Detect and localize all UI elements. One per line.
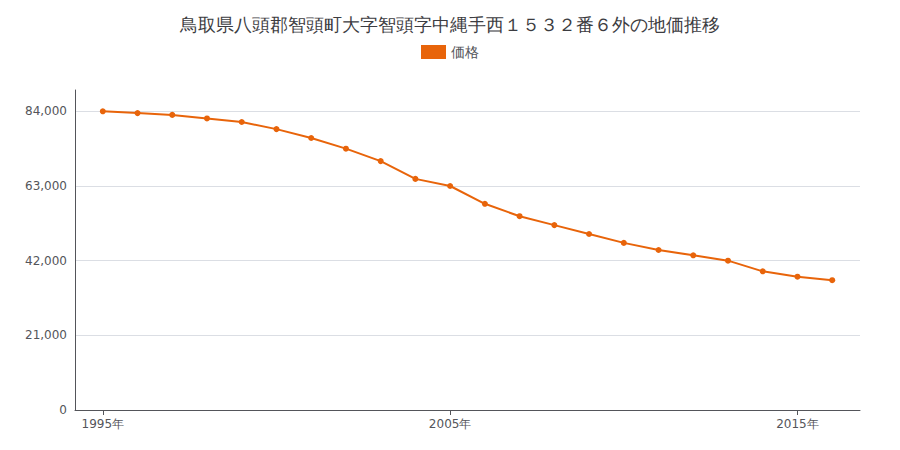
svg-text:42,000: 42,000 (25, 254, 67, 268)
svg-text:63,000: 63,000 (25, 179, 67, 193)
svg-text:2015年: 2015年 (776, 417, 819, 431)
svg-text:21,000: 21,000 (25, 328, 67, 342)
svg-text:84,000: 84,000 (25, 104, 67, 118)
svg-text:2005年: 2005年 (429, 417, 472, 431)
svg-text:1995年: 1995年 (82, 417, 125, 431)
svg-text:価格: 価格 (451, 44, 479, 60)
svg-text:0: 0 (59, 403, 67, 417)
svg-text:鳥取県八頭郡智頭町大字智頭字中縄手西１５３２番６外の地価推移: 鳥取県八頭郡智頭町大字智頭字中縄手西１５３２番６外の地価推移 (179, 14, 720, 35)
